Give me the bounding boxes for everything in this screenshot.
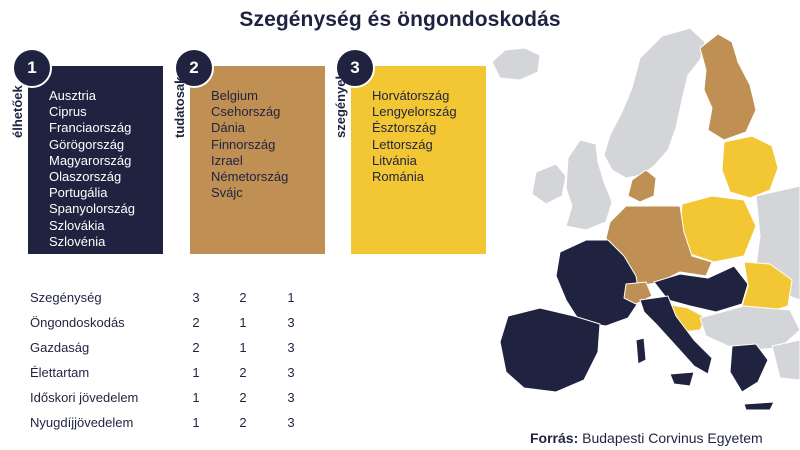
country-item: Horvátország — [372, 88, 450, 103]
metric-rank-group-2: 2 — [239, 415, 247, 430]
metric-rank-group-2: 1 — [239, 315, 247, 330]
country-item: Csehország — [211, 104, 281, 120]
metric-rank-group-3: 3 — [287, 390, 295, 405]
metric-label: Élettartam — [30, 365, 90, 380]
country-item: Izrael — [211, 152, 243, 168]
metric-rank-group-2: 2 — [239, 290, 247, 305]
country-item: Lengyelország — [372, 104, 457, 120]
metric-label: Időskori jövedelem — [30, 390, 139, 405]
group-1-number-badge: 1 — [12, 48, 52, 88]
map-poland — [679, 195, 757, 263]
group-2-country-list: Belgium Csehország Dánia Finnország Izra… — [211, 88, 288, 201]
metric-rank-group-2: 1 — [239, 340, 247, 355]
metric-rank-group-3: 3 — [287, 415, 295, 430]
country-item: Románia — [372, 169, 425, 185]
group-2-panel: 2 tudatosak Belgium Csehország Dánia Fin… — [172, 48, 325, 254]
metric-rank-group-1: 1 — [192, 415, 200, 430]
metric-rank-group-3: 3 — [287, 340, 295, 355]
country-item: Olaszország — [49, 169, 122, 185]
metric-label: Szegénység — [30, 290, 102, 305]
country-item: Portugália — [49, 185, 108, 201]
metric-rank-group-2: 2 — [239, 390, 247, 405]
metric-rank-group-3: 3 — [287, 315, 295, 330]
map-iceland — [491, 47, 541, 81]
country-item: Spanyolország — [49, 201, 135, 217]
page-title: Szegénység és öngondoskodás — [239, 8, 561, 31]
map-turkey-other — [771, 339, 800, 381]
metric-rank-group-1: 1 — [192, 365, 200, 380]
country-item: Magyarország — [49, 152, 132, 168]
country-item: Szlovákia — [49, 217, 105, 233]
group-1-box — [28, 66, 163, 254]
country-item: Görögország — [49, 136, 125, 152]
group-3-panel: 3 szegények Horvátország Lengyelország É… — [333, 48, 486, 254]
group-2-number-badge: 2 — [174, 48, 214, 88]
group-1-label: élhetőek — [10, 85, 25, 138]
group-1-panel: 1 élhetőek Ausztria Ciprus Franciaország… — [10, 48, 163, 254]
map-baltics — [721, 135, 779, 199]
map-italy — [639, 295, 713, 375]
map-crete — [743, 401, 775, 411]
country-item: Finnország — [211, 136, 276, 152]
group-3-country-list: Horvátország Lengyelország Észtország Le… — [372, 88, 457, 185]
metric-label: Nyugdíjjövedelem — [30, 415, 134, 430]
metric-rank-group-3: 1 — [287, 290, 295, 305]
map-denmark — [627, 169, 657, 203]
country-item: Belgium — [211, 88, 258, 103]
group-3-label: szegények — [333, 72, 348, 138]
metric-rank-group-2: 2 — [239, 365, 247, 380]
map-central-group1 — [653, 265, 749, 313]
metric-rank-group-1: 2 — [192, 315, 200, 330]
country-item: Dánia — [211, 120, 245, 136]
country-item: Lettország — [372, 136, 433, 152]
map-sardinia — [635, 337, 647, 365]
map-great-britain — [565, 139, 613, 231]
map-greece — [729, 343, 769, 393]
source-text: Budapesti Corvinus Egyetem — [582, 430, 763, 446]
country-item: Észtország — [372, 120, 437, 136]
source-note: Forrás: Budapesti Corvinus Egyetem — [530, 430, 763, 446]
group-3-number-badge: 3 — [335, 48, 375, 88]
map-scandinavia-other — [603, 27, 706, 179]
group-1-country-list: Ausztria Ciprus Franciaország Görögorszá… — [49, 88, 135, 250]
group-3-box — [351, 66, 486, 254]
source-prefix: Forrás: — [530, 430, 579, 446]
metric-rank-group-1: 1 — [192, 390, 200, 405]
country-item: Franciaország — [49, 120, 132, 136]
metric-label: Öngondoskodás — [30, 315, 125, 330]
europe-map — [491, 27, 800, 411]
country-item: Litvánia — [372, 152, 417, 168]
map-france — [555, 239, 641, 327]
country-item: Svájc — [211, 185, 243, 201]
group-2-label: tudatosak — [172, 76, 187, 138]
country-item: Németország — [211, 169, 289, 185]
map-sicily — [669, 371, 695, 387]
metric-label: Gazdaság — [30, 340, 90, 355]
map-ireland — [531, 163, 567, 205]
country-item: Szlovénia — [49, 233, 106, 249]
map-iberia — [499, 307, 601, 393]
map-finland — [699, 33, 757, 141]
country-item: Ciprus — [49, 104, 87, 120]
group-2-box — [190, 66, 325, 254]
metric-rank-group-1: 2 — [192, 340, 200, 355]
metric-rank-group-3: 3 — [287, 365, 295, 380]
metric-rank-group-1: 3 — [192, 290, 200, 305]
country-item: Ausztria — [49, 88, 96, 103]
